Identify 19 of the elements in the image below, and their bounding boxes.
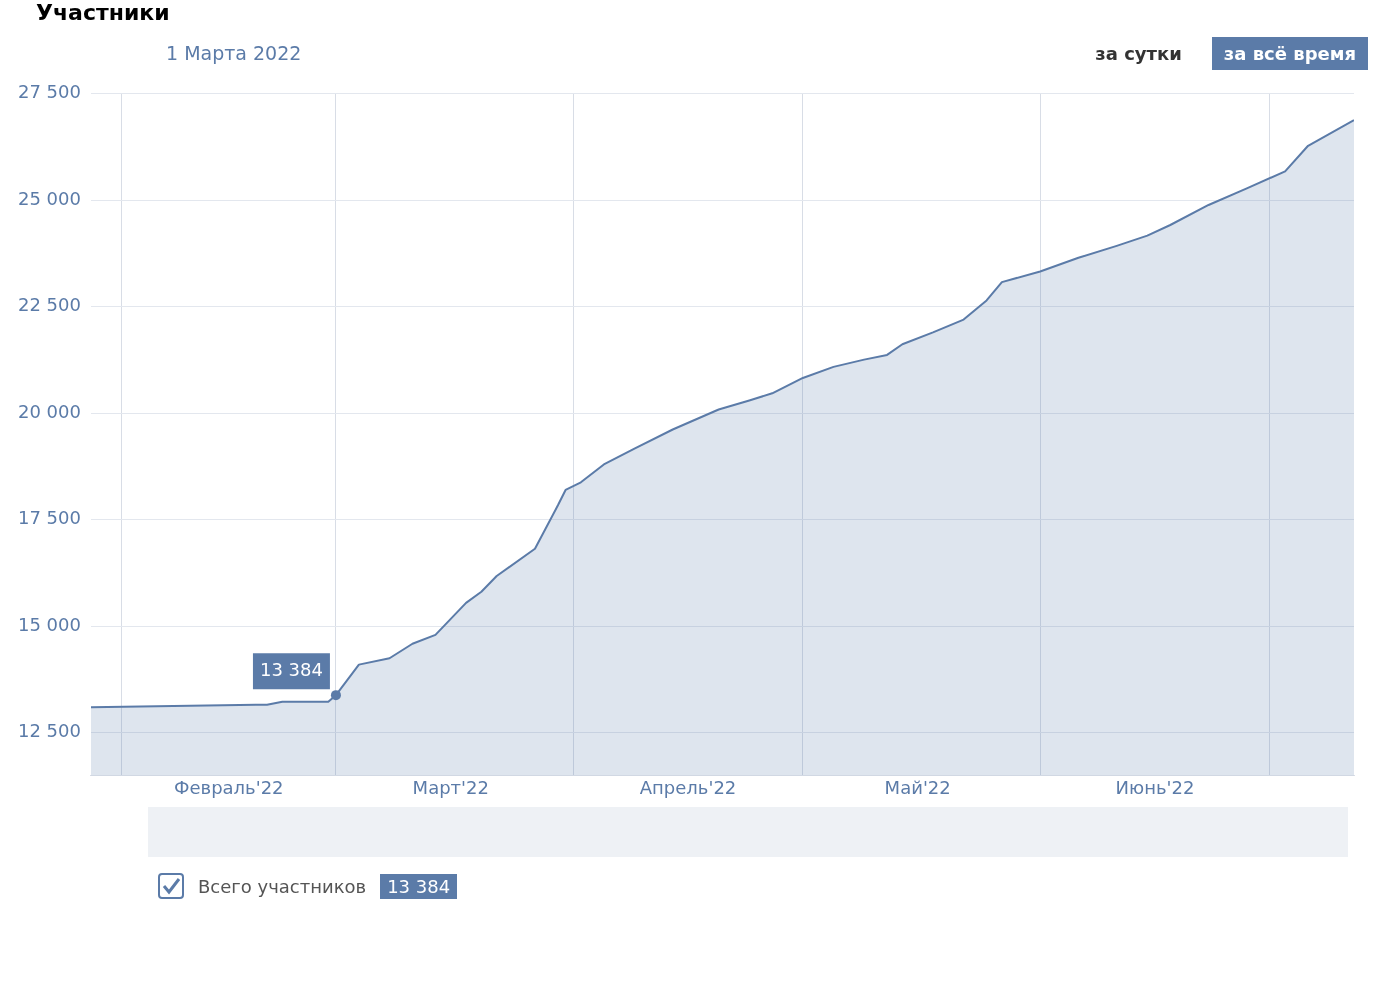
annotation: 13 384 [259,658,323,680]
x-tick-label: Февраль'22 [173,776,284,798]
y-tick-label: 27 500 [18,81,81,103]
x-tick-label: Июнь'22 [1115,776,1195,798]
y-tick-label: 25 000 [18,187,81,209]
y-tick-label: 20 000 [18,400,81,422]
text: за сутки [1095,42,1182,64]
y-tick-label: 12 500 [18,720,81,742]
y-tick-label: 22 500 [18,294,81,316]
text: за всё время [1211,36,1368,70]
chart-title: Участники [36,0,171,25]
x-tick-label: Апрель'22 [639,776,737,798]
y-tick-label: 15 000 [18,613,81,635]
text: 13 384 [387,875,451,897]
chart-subtitle: 1 Марта 2022 [166,42,302,64]
x-tick-label: Март'22 [412,776,489,798]
x-tick-label: Май'22 [884,776,951,798]
legend-label: Всего участников [198,875,367,897]
y-tick-label: 17 500 [18,507,81,529]
